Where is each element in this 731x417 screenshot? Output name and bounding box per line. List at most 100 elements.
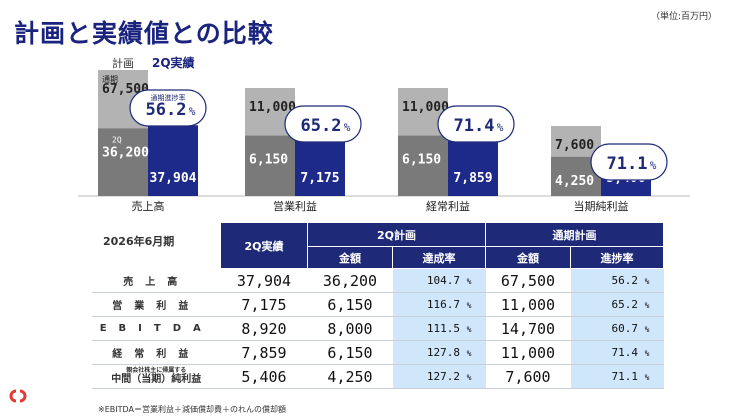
- progress-suffix: %: [189, 105, 196, 118]
- progress-value: 56.2: [146, 100, 187, 120]
- label-q2-actual: 37,904: [150, 171, 197, 186]
- achievement-value: 104.7: [426, 274, 461, 287]
- pct-unit: %: [644, 325, 650, 334]
- row-label-note: 親会社株主に帰属する: [126, 367, 187, 374]
- label-q2-plan: 36,200: [102, 145, 149, 160]
- achievement-value: 111.5: [426, 322, 461, 335]
- label-q2-actual: 7,175: [300, 171, 339, 186]
- page-title: 計画と実績値との比較: [14, 19, 274, 48]
- cell-q2-plan: 36,200: [307, 268, 393, 293]
- cell-q2-plan: 6,150: [307, 292, 393, 317]
- row-label: 売上高: [92, 268, 221, 293]
- cell-full-plan: 67,500: [485, 268, 571, 293]
- progress-value: 65.2: [301, 116, 342, 136]
- bar-q2-actual: [148, 125, 198, 196]
- row-label-text: 中間（当期）純利益: [111, 374, 202, 385]
- row-label: 経常利益: [92, 340, 221, 365]
- cell-actual: 37,904: [220, 268, 308, 293]
- progress-suffix: %: [650, 159, 657, 172]
- label-q2-plan: 6,150: [402, 153, 441, 168]
- legend-actual: 2Q実績: [152, 56, 195, 70]
- cell-actual: 7,859: [220, 340, 308, 365]
- progress-suffix: %: [344, 121, 351, 134]
- cell-progress: 71.4 %: [570, 340, 664, 365]
- bar-q2-plan: [98, 128, 148, 196]
- company-logo: [9, 389, 27, 403]
- header-achievement: 達成率: [392, 246, 486, 269]
- bar-q2-plan: [398, 135, 448, 196]
- row-label: 営業利益: [92, 292, 221, 317]
- unit-note: （単位:百万円）: [650, 12, 717, 22]
- cell-actual: 7,175: [220, 292, 308, 317]
- label-q2-plan: 4,250: [555, 174, 594, 189]
- cell-achievement: 127.8 %: [392, 340, 486, 365]
- table-corner: [92, 223, 221, 247]
- header-actual: 2Q実績: [220, 222, 308, 269]
- pct-unit: %: [644, 277, 650, 286]
- category-label: 当期純利益: [574, 199, 629, 213]
- progress-value: 71.4: [454, 116, 495, 136]
- progress-value: 71.1: [611, 370, 639, 383]
- table-row: 親会社株主に帰属する 中間（当期）純利益 5,406 4,250 127.2 % 7,60…: [92, 364, 664, 389]
- cell-full-plan: 11,000: [485, 292, 571, 317]
- progress-bubble: [590, 143, 668, 181]
- cell-progress: 60.7 %: [570, 316, 664, 341]
- footnote: ※EBITDA＝営業利益＋減価償却費＋のれんの償却額: [98, 405, 286, 414]
- cell-progress: 71.1 %: [570, 364, 664, 389]
- progress-bubble: [284, 105, 362, 143]
- cell-progress: 65.2 %: [570, 292, 664, 317]
- table-corner-2: [92, 247, 221, 269]
- pct-unit: %: [644, 349, 650, 358]
- header-amount: 金額: [307, 246, 393, 269]
- achievement-value: 127.2: [426, 370, 461, 383]
- cell-full-plan: 11,000: [485, 340, 571, 365]
- cell-achievement: 127.2 %: [392, 364, 486, 389]
- cell-full-plan: 7,600: [485, 364, 571, 389]
- pct-unit: %: [466, 349, 472, 358]
- label-full-year: 11,000: [249, 100, 296, 115]
- header-progress: 進捗率: [570, 246, 664, 269]
- progress-value: 56.2: [611, 274, 639, 287]
- achievement-value: 116.7: [426, 298, 461, 311]
- pct-unit: %: [466, 301, 472, 310]
- header-amount: 金額: [485, 246, 571, 269]
- table-row: EBITDA 8,920 8,000 111.5 % 14,700 60.7 %: [92, 316, 664, 341]
- label-q2-actual: 7,859: [453, 171, 492, 186]
- progress-value: 60.7: [611, 322, 639, 335]
- header-q2-plan: 2Q計画: [307, 222, 486, 247]
- category-label: 売上高: [132, 199, 165, 213]
- progress-bubble: [437, 105, 515, 143]
- category-label: 営業利益: [273, 199, 317, 213]
- progress-value: 65.2: [611, 298, 639, 311]
- label-full-year: 7,600: [555, 138, 594, 153]
- cell-q2-plan: 4,250: [307, 364, 393, 389]
- tag-full-year: 通期: [102, 74, 118, 84]
- pct-unit: %: [466, 277, 472, 286]
- comparison-table: 2Q実績 2Q計画 通期計画 金額 達成率 金額 進捗率 売上高 37,904 36…: [92, 222, 664, 389]
- cell-achievement: 116.7 %: [392, 292, 486, 317]
- label-q2-plan: 6,150: [249, 153, 288, 168]
- cell-actual: 5,406: [220, 364, 308, 389]
- legend-plan: 計画: [112, 57, 134, 70]
- category-label: 経常利益: [426, 199, 470, 213]
- cell-achievement: 111.5 %: [392, 316, 486, 341]
- label-full-year: 11,000: [402, 100, 449, 115]
- cell-achievement: 104.7 %: [392, 268, 486, 293]
- cell-q2-plan: 8,000: [307, 316, 393, 341]
- pct-unit: %: [466, 325, 472, 334]
- achievement-value: 127.8: [426, 346, 461, 359]
- table-period: 2026年6月期: [103, 235, 175, 248]
- cell-actual: 8,920: [220, 316, 308, 341]
- table-row: 営業利益 7,175 6,150 116.7 % 11,000 65.2 %: [92, 292, 664, 317]
- cell-q2-plan: 6,150: [307, 340, 393, 365]
- progress-value: 71.4: [611, 346, 639, 359]
- header-full-plan: 通期計画: [485, 222, 664, 247]
- cell-full-plan: 14,700: [485, 316, 571, 341]
- pct-unit: %: [644, 373, 650, 382]
- pct-unit: %: [466, 373, 472, 382]
- pct-unit: %: [644, 301, 650, 310]
- progress-suffix: %: [497, 121, 504, 134]
- tag-q2-plan: 2Q: [112, 135, 122, 144]
- progress-label: 通期進捗率: [151, 93, 186, 102]
